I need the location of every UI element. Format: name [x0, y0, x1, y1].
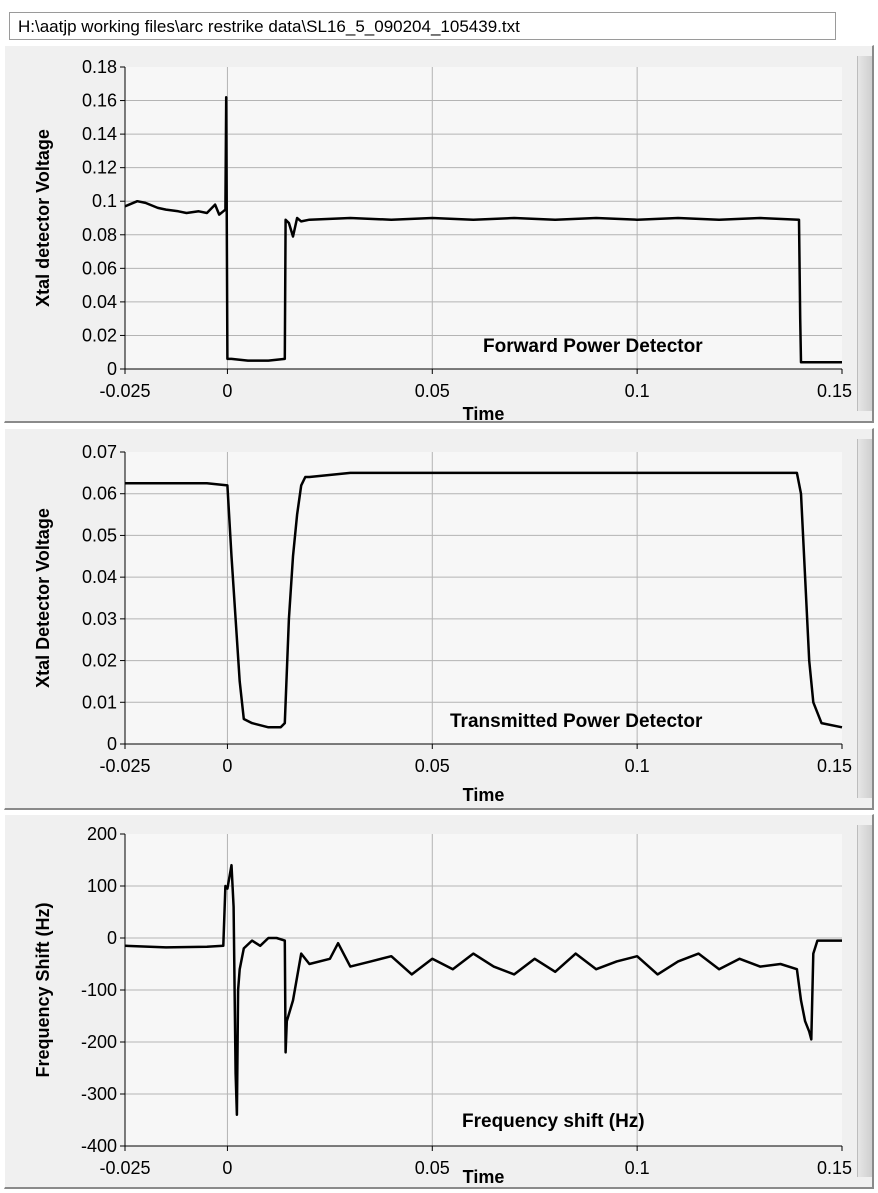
chart3-y-tick-label: -400: [81, 1136, 117, 1156]
chart2-x-tick-label: 0: [222, 756, 232, 776]
file-path-text: H:\aatjp working files\arc restrike data…: [18, 17, 520, 36]
chart3-series-line: [124, 863, 842, 1117]
chart1-y-tick-label: 0.02: [82, 325, 117, 345]
chart3-x-tick-label: -0.025: [99, 1158, 150, 1178]
chart2-y-tick-label: 0.03: [82, 609, 117, 629]
chart1-y-axis-title: Xtal detector Voltage: [33, 129, 53, 307]
chart1-x-tick-label: 0.1: [625, 381, 650, 401]
chart2-y-tick-label: 0.06: [82, 484, 117, 504]
chart3-y-tick-label: 100: [87, 876, 117, 896]
chart2-y-tick-label: 0.02: [82, 651, 117, 671]
chart1-plot-area: [125, 67, 842, 369]
chart2-x-axis-title: Time: [463, 785, 505, 805]
chart2-series-line: [125, 471, 843, 729]
chart2-y-tick-label: 0: [107, 734, 117, 754]
transmitted-power-chart-panel: 0 0.01 0.02 0.03 0.04 0.05 0.06 0.07 -0.025 0 0.05…: [4, 428, 874, 810]
panel-resize-bar: [857, 56, 872, 411]
chart3-x-tick-label: 0.15: [817, 1158, 852, 1178]
panel-resize-bar: [857, 439, 872, 798]
chart3-y-tick-label: 0: [107, 928, 117, 948]
chart1-x-tick-label: 0.15: [817, 381, 852, 401]
chart2-plot-area: [125, 452, 842, 744]
chart1-y-tick-label: 0.16: [82, 91, 117, 111]
chart1-y-tick-label: 0.08: [82, 225, 117, 245]
chart2-x-tick-label: 0.15: [817, 756, 852, 776]
chart1-x-tick-label: -0.025: [99, 381, 150, 401]
chart2-x-tick-label: 0.05: [415, 756, 450, 776]
forward-power-chart: 0 0.02 0.04 0.06 0.08 0.1 0.12 0.14 0.16 0.18 -0.0…: [33, 57, 852, 424]
chart1-y-tick-label: 0.18: [82, 57, 117, 77]
chart1-y-tick-label: 0.04: [82, 292, 117, 312]
chart3-x-tick-label: 0: [222, 1158, 232, 1178]
frequency-shift-chart-panel: -400 -300 -200 -100 0 100 200 -0.025 0 0.05 0.1 0.1…: [4, 814, 874, 1189]
chart2-annotation: Transmitted Power Detector: [450, 711, 703, 732]
chart3-x-tick-label: 0.1: [625, 1158, 650, 1178]
chart1-y-tick-label: 0.14: [82, 124, 117, 144]
chart1-x-tick-label: 0.05: [415, 381, 450, 401]
chart3-y-tick-label: -200: [81, 1032, 117, 1052]
forward-power-chart-panel: 0 0.02 0.04 0.06 0.08 0.1 0.12 0.14 0.16 0.18 -0.0…: [4, 45, 874, 424]
chart2-y-tick-label: 0.04: [82, 567, 117, 587]
chart3-y-tick-label: -100: [81, 980, 117, 1000]
chart2-y-tick-label: 0.07: [82, 442, 117, 462]
chart1-y-tick-label: 0.1: [92, 191, 117, 211]
chart1-y-tick-label: 0.12: [82, 158, 117, 178]
chart3-y-tick-label: 200: [87, 824, 117, 844]
chart2-y-tick-label: 0.01: [82, 692, 117, 712]
chart3-y-axis-title: Frequency Shift (Hz): [33, 902, 53, 1077]
chart3-y-tick-label: -300: [81, 1084, 117, 1104]
chart2-y-tick-label: 0.05: [82, 525, 117, 545]
transmitted-power-chart: 00.010.020.030.040.050.060.07-0.025 0 0.05…: [33, 442, 852, 805]
chart1-y-tick-label: 0: [107, 359, 117, 379]
chart3-annotation: Frequency shift (Hz): [462, 1111, 645, 1132]
chart1-y-tick-label: 0.06: [82, 258, 117, 278]
chart2-x-tick-label: 0.1: [625, 756, 650, 776]
frequency-shift-chart: -400 -300 -200 -100 0 100 200 -0.025 0 0.05 0.1 0.1…: [33, 824, 852, 1187]
file-path-display: H:\aatjp working files\arc restrike data…: [9, 12, 836, 40]
chart1-x-tick-label: 0: [222, 381, 232, 401]
chart2-x-tick-label: -0.025: [99, 756, 150, 776]
chart1-annotation: Forward Power Detector: [483, 336, 703, 357]
chart3-x-axis-title: Time: [463, 1167, 505, 1187]
panel-resize-bar: [857, 825, 872, 1177]
chart1-x-axis-title: Time: [463, 404, 505, 424]
chart1-series-line: [124, 95, 842, 364]
chart2-y-axis-title: Xtal Detector Voltage: [33, 508, 53, 688]
chart3-x-tick-label: 0.05: [415, 1158, 450, 1178]
